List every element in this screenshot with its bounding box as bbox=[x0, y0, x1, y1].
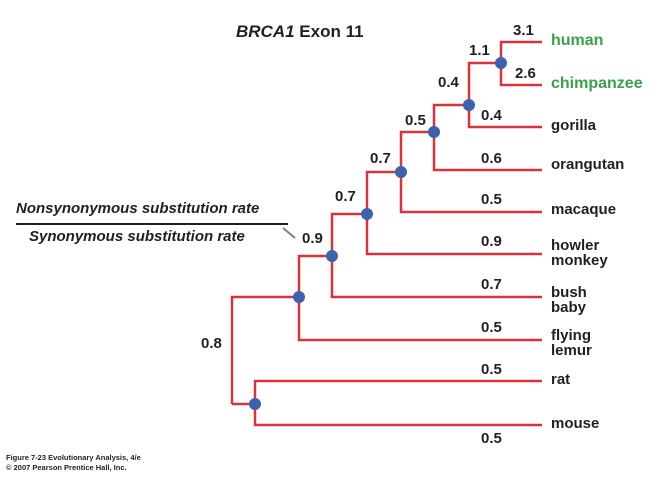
euarchontan-stem bbox=[230, 295, 299, 404]
figure-title: BRCA1 Exon 11 bbox=[236, 22, 364, 42]
african-ape-stem bbox=[432, 103, 469, 132]
taxon-gorilla: gorilla bbox=[551, 117, 597, 134]
branch-value-anthropoid-clade: 0.7 bbox=[335, 188, 356, 205]
taxon-flying-lemur: flying lemur bbox=[551, 328, 592, 358]
anthropoid-stem bbox=[330, 212, 367, 256]
branch-value-bush-baby: 0.7 bbox=[481, 276, 502, 293]
branch-value-human: 3.1 bbox=[513, 22, 534, 39]
taxon-line-1: flying bbox=[551, 327, 591, 344]
taxon-line-2: monkey bbox=[551, 252, 608, 269]
howler-branch bbox=[365, 214, 542, 256]
branch-value-orangutan: 0.6 bbox=[481, 150, 502, 167]
taxon-chimpanzee: chimpanzee bbox=[551, 75, 643, 92]
taxon-line-2: lemur bbox=[551, 342, 592, 359]
node-african-ape bbox=[463, 99, 475, 111]
node-great-ape bbox=[428, 126, 440, 138]
chimpanzee-branch bbox=[499, 63, 542, 87]
taxon-line-2: baby bbox=[551, 299, 587, 316]
node-anthropoid bbox=[361, 208, 373, 220]
figure-caption-line-2: © 2007 Pearson Prentice Hall, Inc. bbox=[6, 463, 127, 472]
gene-name: BRCA1 bbox=[236, 22, 295, 41]
exon-label: Exon 11 bbox=[294, 22, 364, 41]
branch-value-root: 0.8 bbox=[201, 335, 222, 352]
taxon-bush-baby: bush baby bbox=[551, 285, 587, 315]
mouse-branch bbox=[253, 404, 542, 427]
taxon-orangutan: orangutan bbox=[551, 156, 625, 173]
branch-value-rat: 0.5 bbox=[481, 361, 502, 378]
branch-value-howler-monkey: 0.9 bbox=[481, 233, 502, 250]
taxon-line-1: howler bbox=[551, 237, 600, 254]
ratio-divider bbox=[16, 223, 288, 225]
human-branch bbox=[499, 40, 542, 63]
branch-value-great-ape-clade: 0.5 bbox=[405, 112, 426, 129]
node-rodent bbox=[249, 398, 261, 410]
branch-value-primate-clade: 0.9 bbox=[302, 230, 323, 247]
bush-baby-branch bbox=[330, 256, 542, 299]
node-primate bbox=[326, 250, 338, 262]
gorilla-branch bbox=[467, 105, 542, 129]
branch-value-human-chimp-clade: 1.1 bbox=[469, 42, 490, 59]
branch-value-chimpanzee: 2.6 bbox=[515, 65, 536, 82]
rat-branch bbox=[253, 379, 542, 404]
branch-value-mouse: 0.5 bbox=[481, 430, 502, 447]
catarrhine-stem bbox=[365, 170, 401, 214]
macaque-branch bbox=[399, 172, 542, 214]
pointer-line bbox=[282, 227, 296, 239]
taxon-macaque: macaque bbox=[551, 201, 617, 218]
branch-value-african-ape-clade: 0.4 bbox=[438, 74, 459, 91]
flying-lemur-branch bbox=[297, 297, 542, 342]
primate-stem bbox=[297, 254, 332, 297]
figure-caption-line-1: Figure 7-23 Evolutionary Analysis, 4/e bbox=[6, 453, 141, 462]
branch-value-catarrhine-clade: 0.7 bbox=[370, 150, 391, 167]
human-chimp-stem bbox=[467, 61, 501, 105]
ratio-denominator: Synonymous substitution rate bbox=[29, 228, 245, 245]
node-human-chimp bbox=[495, 57, 507, 69]
ratio-numerator: Nonsynonymous substitution rate bbox=[16, 200, 260, 217]
great-ape-stem bbox=[399, 130, 434, 172]
node-catarrhine bbox=[395, 166, 407, 178]
branch-value-gorilla: 0.4 bbox=[481, 107, 502, 124]
taxon-human: human bbox=[551, 32, 604, 49]
taxon-line-1: bush bbox=[551, 284, 587, 301]
branch-value-macaque: 0.5 bbox=[481, 191, 502, 208]
node-euarchontan bbox=[293, 291, 305, 303]
taxon-rat: rat bbox=[551, 371, 571, 388]
taxon-mouse: mouse bbox=[551, 415, 600, 432]
orangutan-branch bbox=[432, 132, 542, 172]
branch-value-flying-lemur: 0.5 bbox=[481, 319, 502, 336]
taxon-howler-monkey: howler monkey bbox=[551, 238, 608, 268]
